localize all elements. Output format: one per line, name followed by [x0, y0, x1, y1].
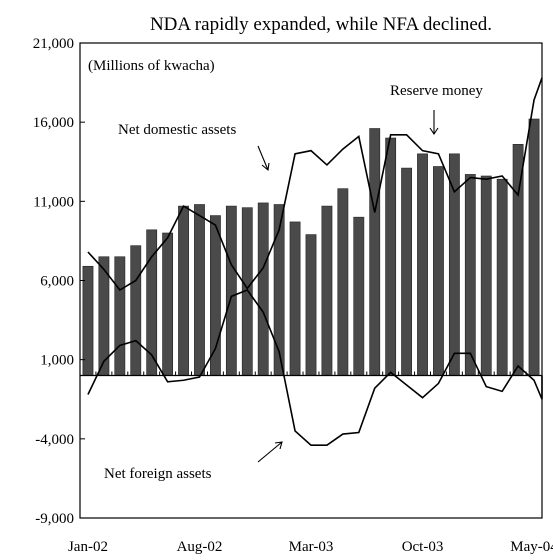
bar-reserve-money: [194, 204, 205, 376]
bar-reserve-money: [114, 256, 126, 376]
y-tick-label: -4,000: [35, 432, 74, 448]
bar-reserve-money: [464, 174, 476, 376]
bar-reserve-money: [321, 205, 333, 376]
bar-reserve-money: [528, 118, 540, 376]
y-tick-label: 11,000: [33, 194, 74, 210]
reserve-money-bars: [82, 118, 540, 376]
bar-reserve-money: [480, 175, 492, 376]
x-tick-label: May-04: [510, 539, 553, 555]
bar-reserve-money: [210, 215, 221, 376]
bar-reserve-money: [353, 216, 365, 376]
bar-reserve-money: [448, 153, 460, 376]
bar-reserve-money: [417, 153, 428, 376]
bar-reserve-money: [225, 205, 237, 376]
x-tick-label: Jan-02: [68, 539, 108, 555]
chart-title: NDA rapidly expanded, while NFA declined…: [150, 14, 492, 35]
bar-reserve-money: [496, 178, 508, 376]
line-net-foreign-assets: [87, 289, 543, 446]
annotation-net-domestic-assets: Net domestic assets: [118, 122, 236, 138]
x-tick-label: Aug-02: [177, 539, 223, 555]
bar-reserve-money: [337, 188, 349, 376]
arrow-net-domestic-assets: [257, 145, 270, 172]
bar-reserve-money: [162, 232, 174, 376]
bar-reserve-money: [385, 137, 397, 376]
arrow-net-foreign-assets: [257, 441, 283, 463]
bar-reserve-money: [178, 205, 189, 376]
y-tick-label: 6,000: [40, 274, 74, 290]
bar-reserve-money: [369, 128, 381, 376]
x-tick-label: Mar-03: [289, 539, 334, 555]
y-tick-label: 16,000: [33, 115, 74, 131]
y-axis: -9,000 -4,000 1,000 6,000 11,000 16,000 21,000: [33, 36, 85, 527]
y-tick-label: -9,000: [35, 511, 74, 527]
y-tick-label: 1,000: [40, 353, 74, 369]
y-tick-label: 21,000: [33, 36, 74, 52]
x-tick-label: Oct-03: [402, 539, 444, 555]
bar-reserve-money: [305, 234, 317, 376]
unit-label: (Millions of kwacha): [88, 58, 215, 74]
series-lines: [87, 77, 543, 446]
bar-reserve-money: [289, 221, 301, 376]
bar-reserve-money: [82, 265, 94, 376]
annotation-net-foreign-assets: Net foreign assets: [104, 466, 212, 482]
bar-reserve-money: [512, 144, 524, 376]
x-axis: Jan-02 Aug-02 Mar-03 Oct-03 May-04: [68, 371, 553, 555]
bar-reserve-money: [433, 166, 444, 376]
bar-reserve-money: [130, 245, 142, 376]
line-net-domestic-assets: [87, 77, 543, 292]
bar-reserve-money: [401, 167, 412, 376]
annotation-reserve-money: Reserve money: [390, 83, 483, 99]
arrow-reserve-money: [429, 110, 439, 135]
bar-reserve-money: [257, 202, 269, 376]
